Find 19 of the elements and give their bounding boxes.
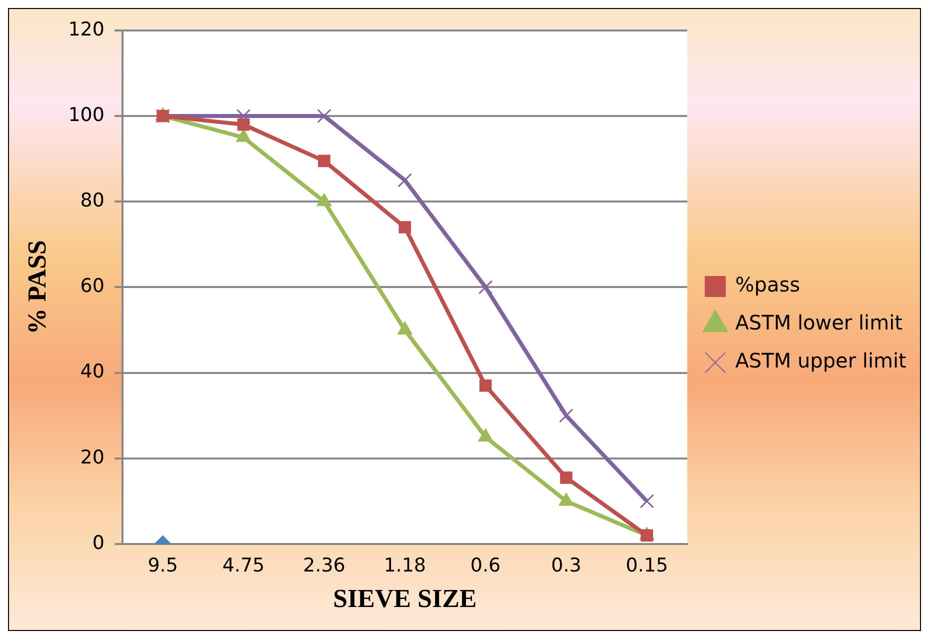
x-tick-label: 4.75 xyxy=(222,554,265,576)
x-tick-label: 0.6 xyxy=(470,554,501,576)
y-tick-label: 120 xyxy=(68,18,104,40)
y-axis-title: % PASS xyxy=(22,240,52,334)
x-tick-label: 0.3 xyxy=(551,554,582,576)
x-tick-label: 0.15 xyxy=(626,554,668,576)
y-tick-label: 40 xyxy=(80,360,104,383)
legend-label: ASTM lower limit xyxy=(735,310,903,335)
legend-label: ASTM upper limit xyxy=(735,348,907,373)
x-tick-label: 9.5 xyxy=(148,554,178,576)
x-tick-label: 2.36 xyxy=(303,554,346,576)
y-tick-label: 80 xyxy=(80,190,104,212)
y-tick-label: 0 xyxy=(92,532,104,554)
y-tick-label: 60 xyxy=(80,275,104,298)
y-tick-label: 20 xyxy=(80,446,104,468)
x-tick-label: 1.18 xyxy=(384,554,426,576)
legend-label: %pass xyxy=(735,272,800,297)
x-axis-title: SIEVE SIZE xyxy=(332,584,477,614)
y-tick-label: 100 xyxy=(68,104,104,126)
